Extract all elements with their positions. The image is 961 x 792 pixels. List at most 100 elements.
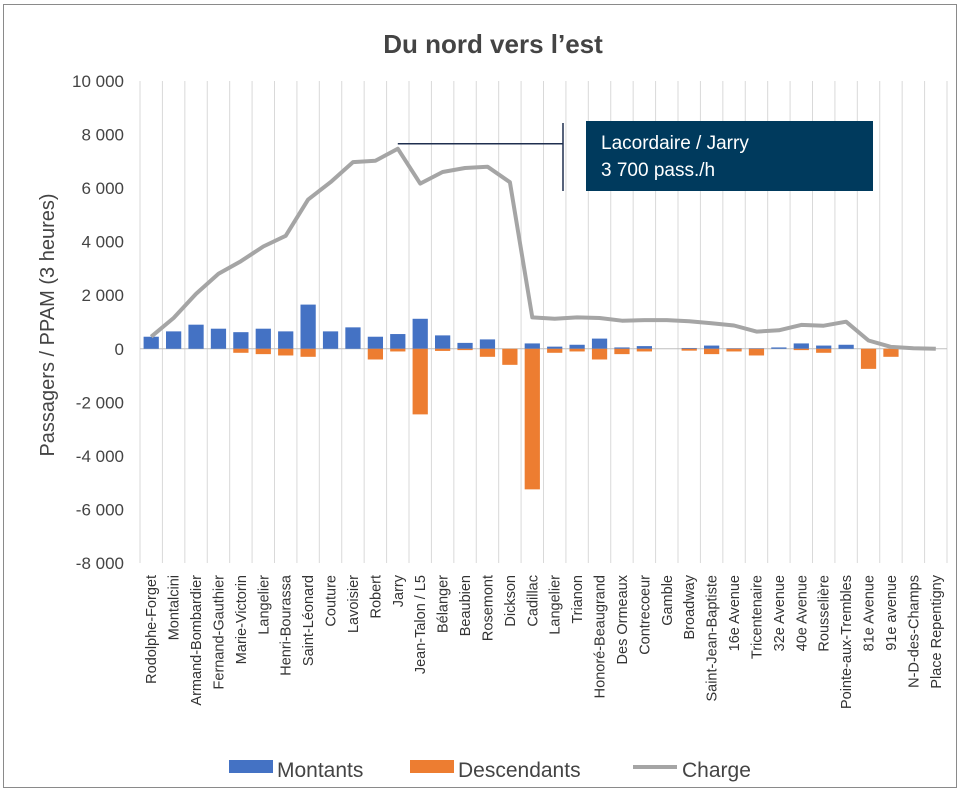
legend-label-charge: Charge bbox=[682, 759, 751, 782]
bar-descendants bbox=[435, 348, 451, 351]
x-tick-label: Place Repentigny bbox=[929, 574, 945, 688]
bar-montants bbox=[591, 338, 608, 349]
x-tick-label: N-D-des-Champs bbox=[906, 575, 922, 688]
x-tick-label: Langelier bbox=[256, 575, 272, 635]
bar-descendants bbox=[524, 348, 540, 490]
bar-descendants bbox=[255, 348, 271, 355]
bar-descendants bbox=[502, 348, 518, 365]
bar-descendants bbox=[390, 348, 406, 352]
x-tick-label: Rousselière bbox=[817, 575, 833, 652]
legend-label-montants: Montants bbox=[277, 759, 363, 782]
annotation-line2: 3 700 pass./h bbox=[601, 160, 715, 181]
x-tick-label: Jean-Talon / L5 bbox=[413, 575, 429, 674]
annotation-box bbox=[586, 121, 873, 191]
x-tick-label: Armand-Bombardier bbox=[189, 575, 205, 706]
y-tick-label: -2 000 bbox=[76, 393, 124, 412]
bar-descendants bbox=[748, 348, 765, 356]
x-tick-label: Henri-Bourassa bbox=[279, 574, 295, 676]
bar-montants bbox=[457, 342, 473, 349]
x-tick-label: Robert bbox=[368, 575, 384, 619]
annotation: Lacordaire / Jarry 3 700 pass./h bbox=[397, 121, 873, 191]
x-tick-label: 32e Avenue bbox=[772, 575, 788, 651]
x-tick-label: Des Ormeaux bbox=[615, 574, 631, 664]
y-tick-label: -8 000 bbox=[76, 554, 124, 573]
x-tick-label: 81e Avenue bbox=[862, 575, 878, 651]
bar-montants bbox=[412, 318, 428, 349]
bar-montants bbox=[255, 328, 271, 349]
legend-swatch-montants bbox=[229, 760, 273, 773]
bar-montants bbox=[367, 336, 383, 349]
bar-descendants bbox=[457, 348, 473, 351]
y-tick-labels: -8 000 -6 000 -4 000 -2 000 0 2 000 4 000 6 000… bbox=[72, 72, 124, 573]
x-tick-label: 91e avenue bbox=[884, 575, 900, 651]
bar-descendants bbox=[300, 348, 316, 357]
annotation-line1: Lacordaire / Jarry bbox=[601, 133, 749, 154]
bar-descendants bbox=[726, 348, 742, 352]
x-tick-label: Tricentenaire bbox=[749, 575, 765, 659]
x-tick-label: 16e Avenue bbox=[727, 575, 743, 651]
x-tick-label: Pointe-aux-Trembles bbox=[839, 575, 855, 709]
x-tick-label: Contrecoeur bbox=[637, 575, 653, 655]
bar-montants bbox=[793, 343, 809, 349]
bar-descendants bbox=[367, 348, 383, 360]
y-tick-label: -4 000 bbox=[76, 447, 124, 466]
x-tick-label: Broadway bbox=[682, 574, 698, 639]
x-tick-label: Gamble bbox=[660, 575, 676, 626]
chart-title: Du nord vers l’est bbox=[383, 29, 603, 59]
bar-montants bbox=[233, 332, 249, 349]
x-tick-label: Trianon bbox=[570, 575, 586, 624]
y-axis-label: Passagers / PPAM (3 heures) bbox=[37, 193, 59, 456]
bar-descendants bbox=[233, 348, 249, 353]
bar-montants bbox=[524, 343, 540, 349]
bar-montants bbox=[614, 347, 630, 349]
bar-montants bbox=[435, 335, 451, 349]
bar-montants bbox=[479, 339, 496, 349]
x-tick-label: Beaubien bbox=[458, 575, 474, 636]
bar-montants bbox=[188, 324, 204, 349]
x-tick-label: Saint-Jean-Baptiste bbox=[705, 575, 721, 702]
x-tick-label: 40e Avenue bbox=[794, 575, 810, 651]
bar-montants bbox=[300, 304, 316, 349]
x-tick-label: Marie-Victorin bbox=[234, 575, 250, 664]
chart-svg: Du nord vers l’est Passagers / PPAM (3 h… bbox=[37, 29, 948, 782]
bar-descendants bbox=[278, 348, 294, 356]
charge-line bbox=[149, 146, 936, 351]
bar-montants bbox=[569, 344, 585, 349]
y-tick-label: 8 000 bbox=[81, 126, 124, 145]
y-tick-label: -6 000 bbox=[76, 500, 124, 519]
x-tick-label: Rodolphe-Forget bbox=[144, 575, 160, 684]
bar-descendants bbox=[883, 348, 899, 357]
bar-montants bbox=[143, 336, 159, 349]
x-tick-label: Bélanger bbox=[436, 575, 452, 633]
x-tick-label: Fernand-Gauthier bbox=[211, 575, 227, 690]
bar-montants bbox=[704, 345, 720, 349]
bar-descendants bbox=[547, 348, 563, 353]
bar-montants bbox=[210, 328, 227, 349]
y-tick-label: 10 000 bbox=[72, 72, 124, 91]
bar-montants bbox=[166, 331, 182, 349]
bar-montants bbox=[838, 344, 854, 349]
legend-label-descendants: Descendants bbox=[458, 759, 581, 782]
y-tick-label: 4 000 bbox=[81, 233, 124, 252]
x-tick-label: Montalcini bbox=[167, 575, 183, 640]
bar-descendants bbox=[614, 348, 630, 355]
bar-descendants bbox=[479, 348, 496, 357]
x-tick-labels: Rodolphe-Forget Montalcini Armand-Bombardi… bbox=[144, 574, 945, 709]
bar-montants bbox=[636, 346, 652, 349]
x-tick-label: Cadillac bbox=[525, 575, 541, 627]
y-tick-label: 2 000 bbox=[81, 286, 124, 305]
x-tick-label: Lavoisier bbox=[346, 575, 362, 633]
bar-montants bbox=[322, 331, 339, 349]
bar-montants bbox=[278, 331, 294, 349]
bar-montants bbox=[726, 348, 742, 349]
bars bbox=[143, 304, 899, 490]
bar-montants bbox=[390, 334, 406, 349]
legend: Montants Descendants Charge bbox=[229, 759, 751, 782]
bar-montants bbox=[816, 345, 832, 349]
bar-montants bbox=[547, 346, 563, 349]
bar-descendants bbox=[412, 348, 428, 415]
bar-descendants bbox=[636, 348, 652, 352]
bar-descendants bbox=[816, 348, 832, 353]
x-tick-label: Saint-Léonard bbox=[301, 575, 317, 666]
bar-descendants bbox=[591, 348, 608, 360]
